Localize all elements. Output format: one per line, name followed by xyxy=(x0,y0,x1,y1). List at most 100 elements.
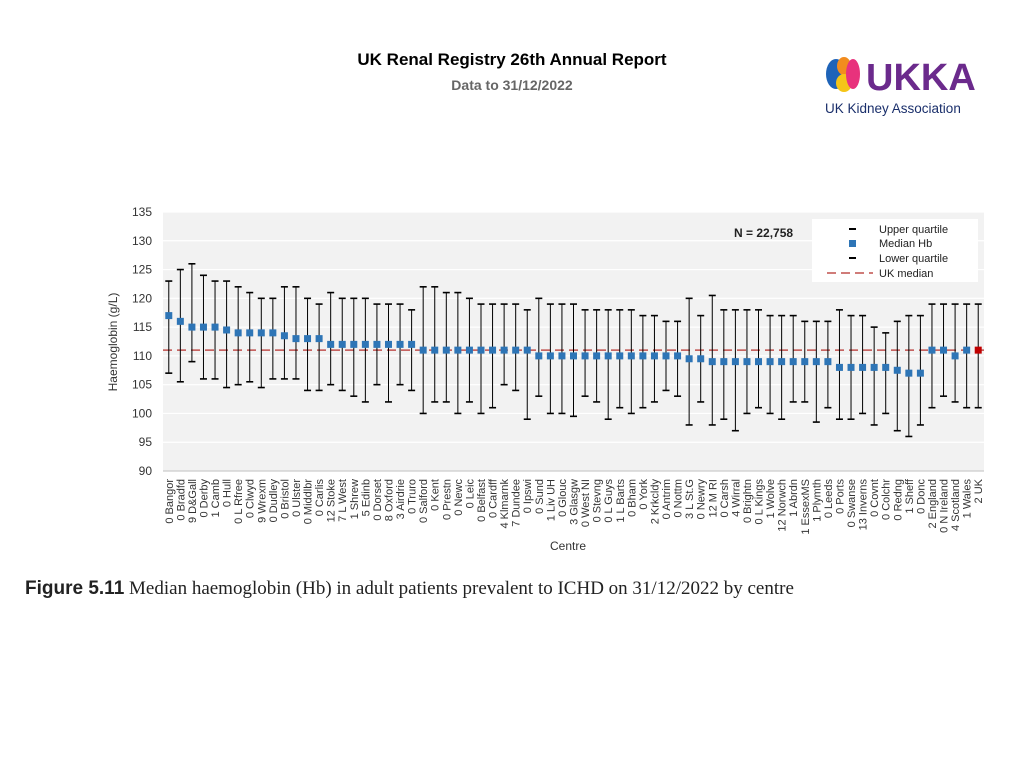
median-marker xyxy=(176,317,184,325)
centre-mark xyxy=(859,314,867,415)
x-tick-label: 0 Bham xyxy=(626,479,638,517)
centre-mark xyxy=(916,314,924,426)
centre-mark xyxy=(812,320,820,423)
centre-mark xyxy=(535,297,543,397)
median-marker xyxy=(720,358,728,366)
centre-mark xyxy=(269,297,277,380)
centre-mark xyxy=(570,303,577,418)
median-marker xyxy=(465,346,473,354)
median-marker xyxy=(500,346,508,354)
centre-mark xyxy=(905,314,913,438)
median-marker xyxy=(789,358,797,366)
median-marker xyxy=(211,323,219,331)
centre-mark xyxy=(234,286,242,386)
x-tick-label: 3 L St.G xyxy=(684,479,696,519)
centre-mark xyxy=(708,294,716,426)
x-tick-label: 0 Newc xyxy=(453,479,465,516)
x-tick-label: 0 West NI xyxy=(580,479,592,527)
x-tick-label: 12 Stoke xyxy=(326,479,338,522)
median-marker xyxy=(477,346,485,354)
centre-marks xyxy=(165,262,982,438)
centre-mark xyxy=(789,314,797,403)
median-marker xyxy=(570,352,577,360)
median-marker xyxy=(581,352,589,360)
median-marker xyxy=(165,312,173,320)
x-tick-label: 1 Liv UH xyxy=(545,479,557,521)
legend-uk-median: UK median xyxy=(879,268,933,280)
kidney-logo-icon xyxy=(826,57,860,92)
legend-box xyxy=(812,219,978,282)
median-marker xyxy=(755,358,763,366)
median-marker xyxy=(419,346,427,354)
centre-mark xyxy=(350,297,358,397)
y-tick-label: 135 xyxy=(132,205,152,219)
median-marker xyxy=(963,346,971,354)
centre-mark xyxy=(835,309,843,421)
x-tick-label: 0 Salford xyxy=(418,479,430,523)
logo-wordmark: UKKA xyxy=(866,57,976,99)
centre-mark xyxy=(720,309,728,421)
centre-mark xyxy=(188,262,196,363)
x-tick-label: 0 L Rfree xyxy=(233,479,245,524)
x-tick-label: 8 Oxford xyxy=(383,479,395,521)
median-marker xyxy=(257,329,265,337)
centre-mark xyxy=(223,280,231,389)
x-tick-label: 0 Glouc xyxy=(557,479,569,517)
x-tick-label: 2 Krkcldy xyxy=(649,479,661,525)
median-marker xyxy=(523,346,531,354)
figure-caption-text: Median haemoglobin (Hb) in adult patient… xyxy=(124,578,794,599)
median-marker xyxy=(708,358,716,366)
median-marker xyxy=(627,352,635,360)
x-tick-label: 0 Swanse xyxy=(846,479,858,527)
centre-mark xyxy=(593,309,601,403)
legend-upper-quartile: Upper quartile xyxy=(879,224,948,236)
legend-lower-quartile: Lower quartile xyxy=(879,253,948,265)
centre-mark xyxy=(257,297,265,389)
n-label: N = 22,758 xyxy=(734,226,793,240)
x-tick-label: 0 Nottm xyxy=(673,479,685,518)
x-tick-label: 4 Scotland xyxy=(950,479,962,531)
centre-mark xyxy=(442,291,450,403)
median-marker xyxy=(731,358,739,366)
y-tick-label: 115 xyxy=(133,320,152,334)
x-tick-label: 0 Ipswi xyxy=(522,479,534,513)
x-tick-label: 0 Dorset xyxy=(372,479,384,521)
median-marker xyxy=(812,358,820,366)
x-tick-label: 0 Carsh xyxy=(719,479,731,518)
centre-mark xyxy=(697,314,705,403)
median-marker xyxy=(373,340,381,348)
median-marker xyxy=(223,326,231,334)
x-tick-label: 0 Redng xyxy=(892,479,904,521)
x-tick-label: 9 Wrexm xyxy=(256,479,268,523)
x-tick-label: 0 Carlis xyxy=(314,479,326,517)
x-tick-label: 7 L West xyxy=(337,479,349,522)
median-marker xyxy=(916,369,924,377)
centre-mark xyxy=(847,314,855,421)
median-marker xyxy=(697,355,705,363)
centre-mark xyxy=(489,303,497,409)
centre-mark xyxy=(384,303,392,403)
x-tick-label: 0 Covnt xyxy=(869,479,881,517)
x-tick-label: 1 L Barts xyxy=(615,479,627,523)
median-marker xyxy=(824,358,832,366)
x-tick-label: 1 Wolve xyxy=(765,479,777,519)
x-axis-ticks: 0 Bangor 0 Bradfd 9 D&Gall 0 Derby 1 Camb 0 H… xyxy=(164,478,985,535)
x-tick-label: 0 Truro xyxy=(407,479,419,514)
centre-mark xyxy=(292,286,300,380)
x-tick-label: 0 Newry xyxy=(696,479,708,520)
median-marker xyxy=(327,340,335,348)
median-marker xyxy=(974,346,982,354)
centre-mark xyxy=(327,291,335,386)
median-marker xyxy=(778,358,786,366)
x-tick-label: 0 Bangor xyxy=(164,479,176,524)
centre-mark xyxy=(870,326,878,426)
x-tick-label: 0 Ulster xyxy=(291,479,303,517)
median-marker xyxy=(361,340,369,348)
centre-mark xyxy=(940,303,948,397)
x-tick-label: 0 York xyxy=(638,479,650,510)
legend: Upper quartile Median Hb Lower quartile … xyxy=(812,219,978,282)
x-tick-label: 1 Plymth xyxy=(811,479,823,522)
centre-mark xyxy=(558,303,566,415)
x-tick-label: 0 Antrim xyxy=(661,479,673,519)
centre-mark xyxy=(338,297,346,392)
